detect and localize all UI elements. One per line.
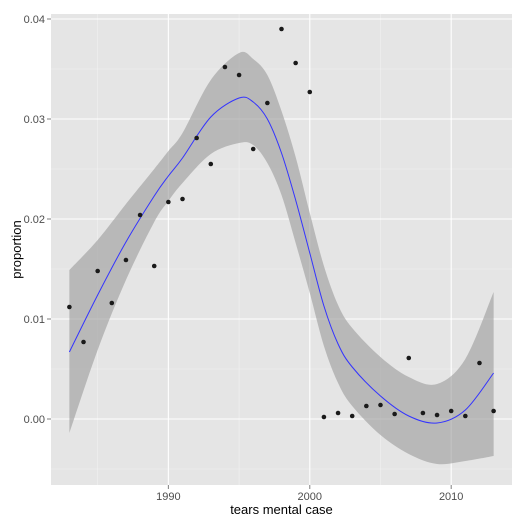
x-tick-label: 2000 <box>298 491 322 503</box>
data-point <box>406 355 412 361</box>
confidence-band <box>69 51 494 465</box>
data-point <box>293 60 298 66</box>
y-tick-label: 0.03 <box>24 114 45 126</box>
data-point <box>151 263 157 269</box>
data-point <box>166 199 171 205</box>
data-point <box>378 402 383 408</box>
y-axis-title: proportion <box>9 220 24 279</box>
data-point <box>307 89 313 95</box>
data-point <box>208 161 214 167</box>
data-point <box>364 403 369 409</box>
data-point <box>463 413 468 419</box>
data-point <box>194 135 199 141</box>
data-point <box>349 413 355 419</box>
data-point <box>109 300 115 306</box>
data-point <box>265 100 270 106</box>
data-point <box>420 410 426 416</box>
data-point <box>335 410 341 416</box>
data-point <box>392 411 397 417</box>
data-point <box>81 339 86 345</box>
data-point <box>137 212 143 218</box>
confidence-band-layer <box>69 51 494 465</box>
data-point <box>448 408 454 414</box>
y-tick-label: 0.00 <box>24 414 45 426</box>
data-point <box>222 64 228 70</box>
x-axis-title: tears mental case <box>230 502 333 517</box>
data-point <box>477 360 482 366</box>
y-tick-label: 0.02 <box>24 214 45 226</box>
x-tick-label: 2010 <box>439 491 463 503</box>
data-point <box>67 304 72 310</box>
data-point <box>180 196 185 202</box>
y-axis-ticks: 0.00 0.01 0.02 0.03 0.04 <box>24 14 51 426</box>
data-point <box>491 408 496 414</box>
data-point <box>236 72 242 78</box>
data-point <box>123 257 129 263</box>
points-layer <box>67 26 496 420</box>
data-point <box>321 414 327 420</box>
x-axis-ticks: 1990 2000 2010 <box>156 485 463 503</box>
data-point <box>95 268 100 274</box>
data-point <box>250 146 256 152</box>
smooth-line-layer <box>68 96 495 424</box>
y-tick-label: 0.01 <box>24 314 45 326</box>
data-point <box>279 26 284 32</box>
data-point <box>434 412 440 418</box>
smooth-line <box>68 96 495 424</box>
x-tick-label: 1990 <box>156 491 180 503</box>
y-tick-label: 0.04 <box>24 14 45 26</box>
